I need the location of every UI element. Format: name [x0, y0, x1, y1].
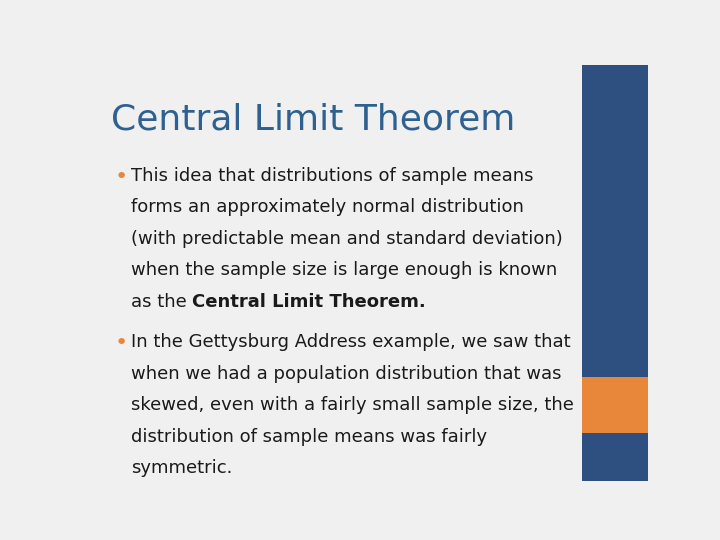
Text: Central Limit Theorem: Central Limit Theorem [111, 102, 516, 136]
Text: (with predictable mean and standard deviation): (with predictable mean and standard devi… [131, 230, 562, 248]
Text: •: • [115, 333, 128, 353]
Bar [582, 65, 648, 481]
Text: as the: as the [131, 293, 192, 311]
Text: •: • [115, 167, 128, 187]
Text: skewed, even with a fairly small sample size, the: skewed, even with a fairly small sample … [131, 396, 574, 414]
Text: This idea that distributions of sample means: This idea that distributions of sample m… [131, 167, 534, 185]
Text: when the sample size is large enough is known: when the sample size is large enough is … [131, 261, 557, 280]
Text: symmetric.: symmetric. [131, 460, 232, 477]
Text: distribution of sample means was fairly: distribution of sample means was fairly [131, 428, 487, 446]
Bar [582, 377, 648, 433]
Text: when we had a population distribution that was: when we had a population distribution th… [131, 364, 561, 383]
Text: forms an approximately normal distribution: forms an approximately normal distributi… [131, 198, 523, 217]
Text: In the Gettysburg Address example, we saw that: In the Gettysburg Address example, we sa… [131, 333, 570, 351]
Text: Central Limit Theorem.: Central Limit Theorem. [192, 293, 426, 311]
